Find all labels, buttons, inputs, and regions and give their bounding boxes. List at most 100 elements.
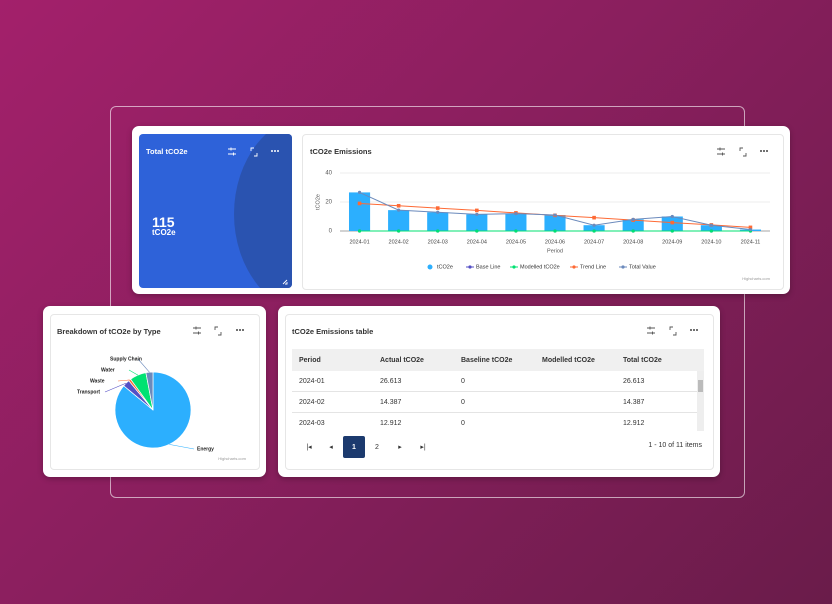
pie-label: Transport (77, 389, 100, 395)
chart-title: tCO2e Emissions (310, 147, 372, 156)
settings-icon[interactable] (717, 147, 725, 156)
marker (514, 229, 518, 233)
table-row: 2024-02 14.387 0 14.387 (292, 392, 704, 413)
marker (553, 213, 557, 217)
bar (466, 214, 488, 231)
credit: Highcharts.com (218, 456, 246, 461)
settings-icon[interactable] (193, 326, 201, 335)
marker (435, 206, 440, 210)
scrollbar[interactable] (697, 371, 704, 431)
bar (348, 192, 371, 231)
leader-line (117, 379, 130, 382)
marker (670, 214, 674, 219)
table-cell: 14.387 (623, 398, 645, 406)
marker (475, 229, 479, 233)
table-cell: 2024-01 (299, 377, 325, 385)
expand-icon[interactable] (669, 326, 677, 336)
column-header: Baseline tCO2e (461, 356, 513, 364)
kpi-unit: tCO2e (152, 228, 176, 237)
first-page[interactable]: |◂ (306, 444, 312, 451)
marker (670, 220, 675, 225)
bar (388, 210, 410, 231)
bar (622, 219, 644, 231)
marker (592, 229, 596, 233)
marker (436, 229, 440, 233)
leader-line (169, 444, 195, 450)
expand-icon[interactable] (214, 326, 222, 336)
table-row: 2024-01 26.613 0 26.613 (292, 371, 704, 392)
marker (475, 208, 479, 213)
settings-icon[interactable] (647, 326, 655, 335)
table-body: 2024-01 26.613 0 26.613 2024-02 14.387 0 14.387… (292, 371, 704, 431)
next-page[interactable]: ▸ (398, 444, 402, 451)
kpi-icons (228, 147, 288, 285)
x-axis-label: Period (547, 248, 563, 254)
x-tick-label: 2024-09 (662, 239, 682, 245)
pagination: |◂ ◂ ▸ ▸| 1 - 10 of 11 items 1 2 (292, 436, 704, 458)
y-axis-label: tCO2e (315, 194, 321, 210)
marker (397, 229, 401, 233)
legend-symbol (468, 265, 472, 269)
bar (505, 213, 527, 231)
legend-label: tCO2e (437, 264, 453, 270)
bar (544, 215, 566, 231)
legend-label: Total Value (629, 264, 656, 270)
table: Period Actual tCO2e Baseline tCO2e Modelled… (292, 349, 704, 431)
menu-icons[interactable] (236, 150, 768, 331)
leader-line (137, 358, 150, 373)
marker (748, 225, 753, 230)
table-cell: 2024-02 (299, 398, 325, 406)
frame (110, 106, 745, 498)
column-header: Actual tCO2e (380, 356, 424, 364)
table-cell: 2024-03 (299, 419, 325, 427)
page-summary: 1 - 10 of 11 items (648, 442, 702, 449)
pie-label: Water (101, 367, 115, 373)
marker (631, 229, 635, 233)
marker (631, 217, 635, 221)
pie-title: Breakdown of tCO2e by Type (57, 327, 161, 336)
legend-symbol (512, 265, 516, 269)
column-header: Period (299, 356, 321, 364)
marker (748, 227, 753, 232)
marker (357, 229, 362, 233)
expand-icon[interactable] (739, 147, 747, 157)
table-row: 2024-03 12.912 0 12.912 (292, 413, 704, 431)
legend-label: Base Line (476, 264, 500, 270)
x-tick-label: 2024-01 (349, 239, 369, 245)
marker (396, 203, 401, 208)
settings-icon[interactable] (228, 147, 236, 156)
y-tick-label: 0 (329, 229, 333, 235)
chart-card (302, 134, 784, 290)
resize-icon[interactable] (282, 279, 288, 285)
bar (583, 225, 605, 231)
pie-label: Supply Chain (110, 356, 142, 362)
last-page[interactable]: ▸| (420, 444, 426, 451)
prev-page[interactable]: ◂ (329, 444, 333, 451)
table-cell: 0 (461, 377, 465, 385)
scroll-thumb[interactable] (698, 380, 703, 392)
marker (592, 223, 596, 227)
x-tick-label: 2024-05 (506, 239, 526, 245)
marker (475, 212, 479, 216)
page-button[interactable]: 2 (375, 443, 379, 451)
kpi-menu[interactable] (271, 150, 279, 152)
credit: Highcharts.com (742, 276, 770, 281)
table-cell: 14.387 (380, 398, 402, 406)
column-header: Total tCO2e (623, 356, 662, 364)
kpi-title: Total tCO2e (146, 147, 188, 156)
marker (709, 223, 713, 227)
legend-label: Trend Line (580, 264, 606, 270)
table-cell: 26.613 (623, 377, 645, 385)
expand-icon[interactable] (250, 147, 258, 157)
leader-line (128, 369, 139, 376)
icons (193, 147, 747, 336)
table-cell: 0 (461, 398, 465, 406)
column-header: Modelled tCO2e (542, 356, 595, 364)
table-title: tCO2e Emissions table (292, 327, 374, 336)
page-button[interactable]: 1 (343, 436, 365, 458)
table-cell: 12.912 (623, 419, 645, 427)
x-tick-label: 2024-07 (584, 239, 604, 245)
